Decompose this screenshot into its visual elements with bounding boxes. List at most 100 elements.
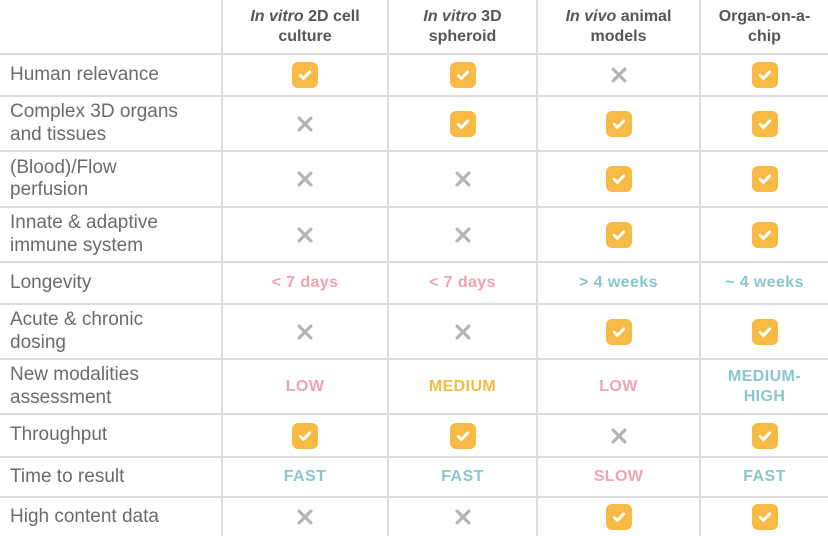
cross-icon	[297, 324, 313, 339]
table-cell	[701, 415, 828, 458]
cross-icon	[455, 171, 470, 187]
table-cell: LOW	[538, 360, 701, 415]
check-icon	[751, 166, 778, 192]
table-cell	[538, 55, 701, 97]
column-header-in-vitro-3d: In vitro 3D spheroid	[389, 0, 538, 55]
cross-icon	[611, 428, 626, 443]
cross-icon	[297, 116, 313, 131]
cross-icon	[611, 67, 626, 83]
cell-value-text: > 4 weeks	[579, 274, 658, 291]
row-label: Innate & adaptive immune system	[0, 208, 223, 263]
column-header-italic: In vitro	[423, 8, 477, 26]
check-icon	[605, 504, 632, 530]
table-cell: < 7 days	[389, 263, 538, 305]
cross-icon	[455, 227, 470, 242]
row-label: Longevity	[0, 263, 223, 305]
table-cell: MEDIUM	[389, 360, 538, 415]
cell-value-text: MEDIUM-HIGH	[727, 367, 801, 405]
table-cell	[701, 498, 828, 536]
check-icon	[292, 422, 318, 449]
table-cell	[701, 305, 828, 360]
check-icon	[751, 318, 778, 345]
table-cell	[389, 152, 538, 208]
check-icon	[605, 318, 632, 345]
cell-value-text: < 7 days	[271, 274, 339, 291]
table-cell: FAST	[223, 458, 389, 498]
table-cell	[223, 97, 389, 152]
row-label: New modalities assessment	[0, 360, 223, 415]
check-icon	[751, 422, 778, 449]
table-cell	[701, 208, 828, 263]
table-cell: FAST	[701, 458, 828, 498]
table-cell: LOW	[223, 360, 389, 415]
table-cell: FAST	[389, 458, 538, 498]
row-label: Throughput	[0, 415, 223, 458]
row-label: High content data	[0, 498, 223, 536]
table-cell	[223, 152, 389, 208]
check-icon	[751, 62, 778, 88]
cell-value-text: LOW	[285, 377, 325, 395]
column-header-label: animal models	[590, 8, 672, 45]
check-icon	[605, 110, 632, 137]
table-cell	[389, 208, 538, 263]
cell-value-text: FAST	[441, 468, 484, 485]
table-cell: ~ 4 weeks	[701, 263, 828, 305]
table-cell	[389, 55, 538, 97]
check-icon	[605, 221, 632, 248]
table-cell	[389, 415, 538, 458]
table-cell: MEDIUM-HIGH	[701, 360, 828, 415]
cell-value-text: < 7 days	[429, 274, 496, 291]
table-cell	[701, 152, 828, 208]
row-label: Acute & chronic dosing	[0, 305, 223, 360]
table-cell	[538, 305, 701, 360]
table-cell	[223, 208, 389, 263]
check-icon	[449, 62, 476, 88]
row-label: Time to result	[0, 458, 223, 498]
cell-value-text: FAST	[283, 468, 327, 485]
table-cell	[538, 498, 701, 536]
column-header-in-vitro-2d: In vitro 2D cell culture	[223, 0, 389, 55]
table-cell	[701, 97, 828, 152]
cell-value-text: SLOW	[593, 468, 644, 485]
table-cell	[538, 208, 701, 263]
check-icon	[605, 166, 632, 192]
cell-value-text: ~ 4 weeks	[725, 274, 804, 291]
row-label: Complex 3D organs and tissues	[0, 97, 223, 152]
corner-cell	[0, 0, 223, 55]
table-cell	[538, 152, 701, 208]
column-header-italic: In vivo	[565, 8, 617, 26]
table-cell	[223, 305, 389, 360]
table-cell	[538, 415, 701, 458]
column-header-in-vivo: In vivo animal models	[538, 0, 701, 55]
cell-value-text: MEDIUM	[428, 377, 497, 395]
check-icon	[751, 504, 778, 530]
table-cell	[223, 55, 389, 97]
column-header-organ-on-a-chip: Organ-on-a-chip	[701, 0, 828, 55]
table-cell	[389, 498, 538, 536]
table-cell	[389, 97, 538, 152]
row-label: Human relevance	[0, 55, 223, 97]
check-icon	[751, 110, 778, 137]
column-header-label: Organ-on-a-chip	[718, 8, 811, 45]
check-icon	[751, 221, 778, 248]
check-icon	[449, 422, 476, 449]
column-header-label: 3D spheroid	[428, 8, 502, 45]
table-cell	[538, 97, 701, 152]
column-header-italic: In vitro	[250, 8, 304, 26]
cross-icon	[297, 227, 313, 242]
column-header-label: 2D cell culture	[278, 8, 360, 45]
table-cell: > 4 weeks	[538, 263, 701, 305]
cell-value-text: LOW	[599, 377, 638, 395]
cell-value-text: FAST	[743, 468, 786, 485]
cross-icon	[455, 509, 470, 525]
table-cell: SLOW	[538, 458, 701, 498]
table-cell: < 7 days	[223, 263, 389, 305]
table-cell	[223, 415, 389, 458]
cross-icon	[455, 324, 470, 339]
table-cell	[223, 498, 389, 536]
check-icon	[292, 62, 318, 88]
table-cell	[389, 305, 538, 360]
check-icon	[449, 110, 476, 137]
row-label: (Blood)/Flow perfusion	[0, 152, 223, 208]
